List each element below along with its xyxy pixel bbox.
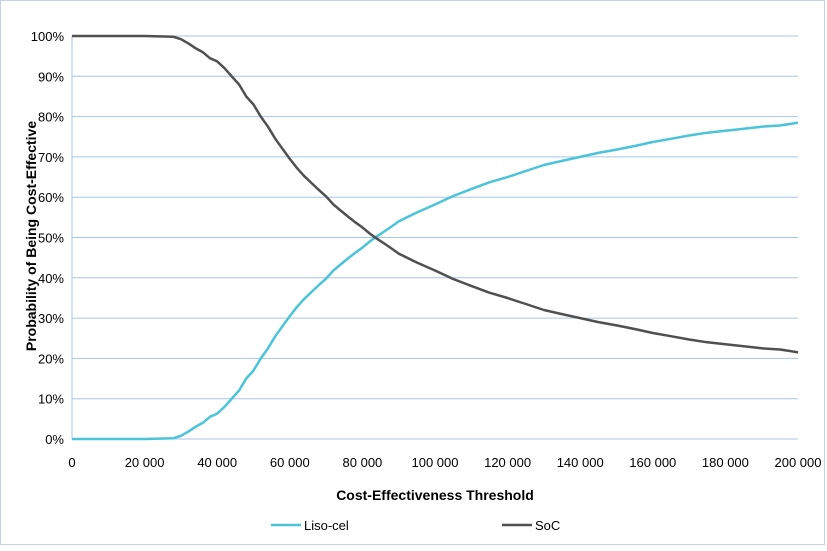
x-tick-label: 60 000	[270, 455, 310, 470]
y-tick-label: 60%	[38, 190, 64, 205]
x-tick-label: 100 000	[412, 455, 459, 470]
y-tick-label: 100%	[31, 29, 65, 44]
y-tick-label: 90%	[38, 69, 64, 84]
x-tick-label: 20 000	[125, 455, 165, 470]
y-tick-label: 30%	[38, 311, 64, 326]
series-line-liso-cel	[72, 121, 799, 441]
x-tick-label: 0	[68, 455, 75, 470]
legend-label: Liso-cel	[304, 518, 349, 533]
x-tick-label: 140 000	[557, 455, 604, 470]
x-tick-label: 180 000	[702, 455, 749, 470]
x-tick-label: 80 000	[343, 455, 383, 470]
legend-label: SoC	[535, 518, 560, 533]
gridlines	[72, 35, 798, 400]
y-tick-labels: 0% 10% 20% 30% 40% 50% 60% 70% 80% 90% 100%	[31, 29, 65, 447]
legend: Liso-cel SoC	[271, 518, 560, 533]
y-tick-label: 80%	[38, 110, 64, 125]
y-tick-label: 20%	[38, 351, 64, 366]
x-tick-label: 120 000	[484, 455, 531, 470]
x-tick-label: 160 000	[629, 455, 676, 470]
y-tick-label: 10%	[38, 392, 64, 407]
y-tick-label: 70%	[38, 150, 64, 165]
y-tick-label: 40%	[38, 271, 64, 286]
axes	[71, 36, 798, 440]
x-tick-labels: 0 20 000 40 000 60 000 80 000 100 000 120 000 1…	[68, 455, 821, 470]
series-line-soc	[72, 34, 799, 354]
x-axis-title: Cost-Effectiveness Threshold	[336, 487, 534, 503]
x-tick-label: 200 000	[775, 455, 822, 470]
series-lines	[72, 34, 799, 441]
y-tick-label: 0%	[45, 432, 64, 447]
x-tick-label: 40 000	[197, 455, 237, 470]
y-tick-label: 50%	[38, 231, 64, 246]
y-axis-title: Probability of Being Cost-Effective	[23, 121, 39, 351]
